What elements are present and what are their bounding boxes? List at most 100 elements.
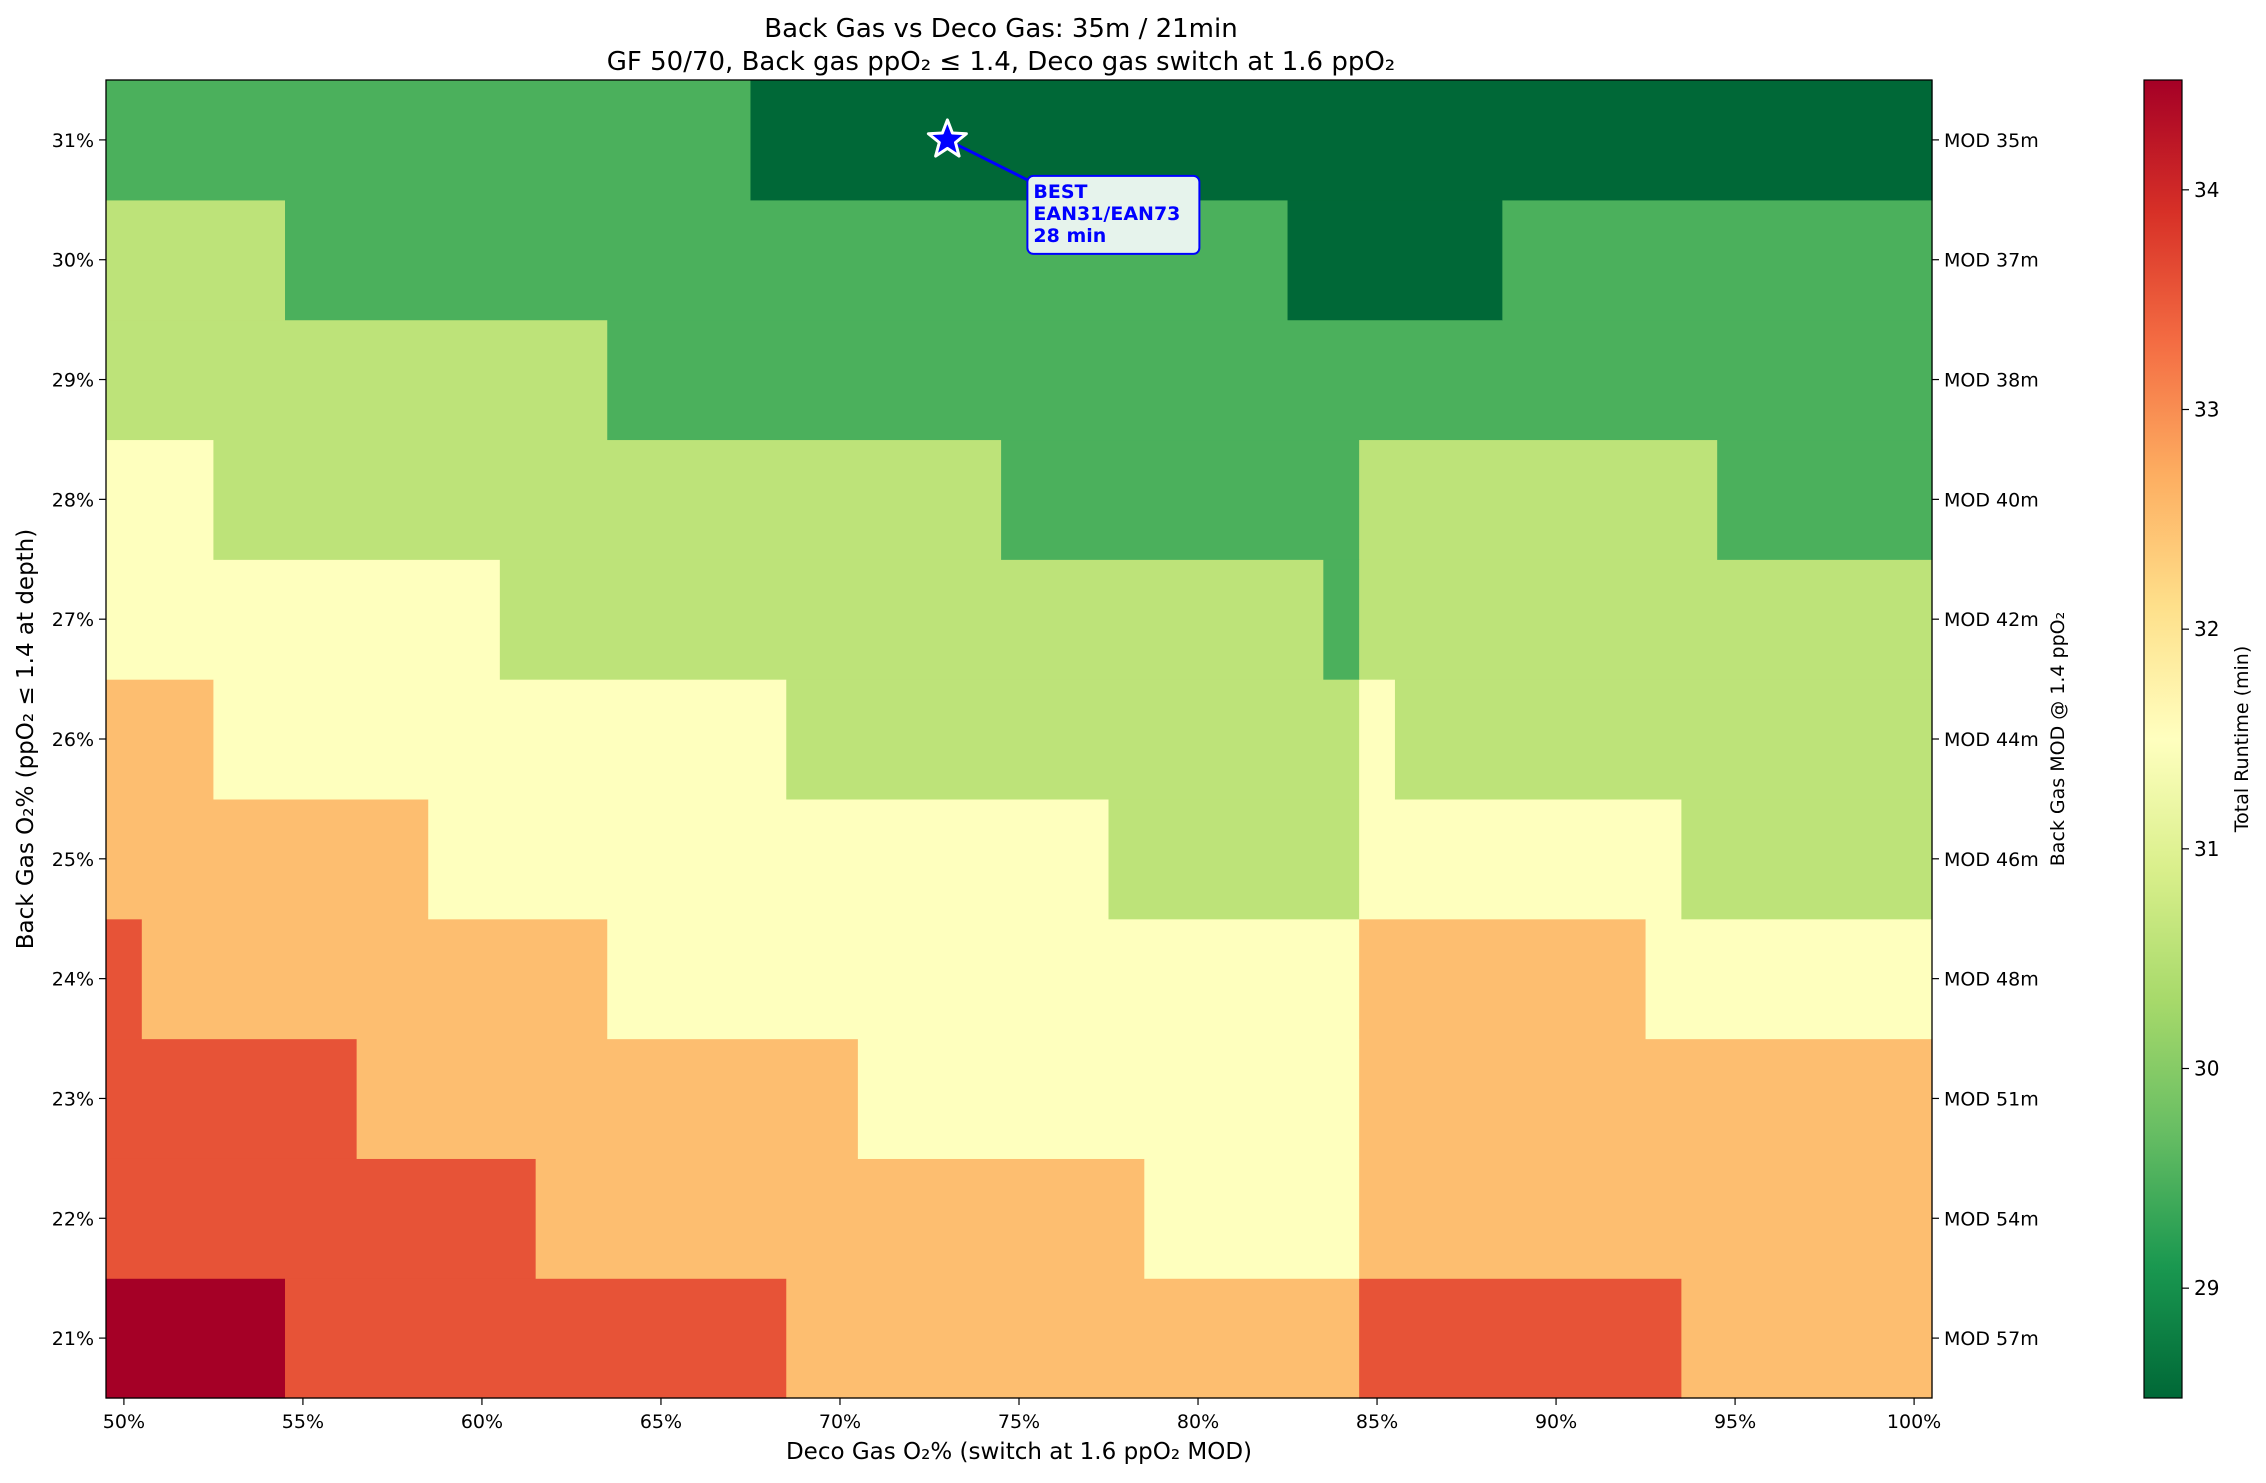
x-axis-label: Deco Gas O₂% (switch at 1.6 ppO₂ MOD) — [786, 1439, 1252, 1465]
colorbar — [2143, 79, 2183, 1399]
heatmap-cell-24-93-100 — [1645, 918, 1933, 1040]
x-tick-label: 55% — [282, 1411, 324, 1433]
x-tick-label: 90% — [1535, 1411, 1577, 1433]
heatmap-cell-24-85-92 — [1359, 918, 1647, 1040]
heatmap-cell-21-50-54 — [106, 1278, 286, 1399]
right-tick-label: MOD 51m — [1944, 1088, 2039, 1110]
right-tick-label: MOD 54m — [1944, 1208, 2039, 1230]
heatmap-cells — [106, 80, 1933, 1399]
heatmap-cell-22-85-100 — [1359, 1158, 1933, 1279]
heatmap-cell-31-68-100 — [750, 80, 1933, 201]
heatmap-cell-22-79-84 — [1144, 1158, 1360, 1279]
colorbar-tick-label: 29 — [2194, 1276, 2219, 1300]
right-tick-label: MOD 48m — [1944, 969, 2039, 991]
y-tick-label: 21% — [52, 1328, 94, 1350]
right-axis-label: Back Gas MOD @ 1.4 ppO₂ — [2047, 612, 2069, 866]
right-tick-label: MOD 40m — [1944, 489, 2039, 511]
heatmap-cell-23-71-84 — [857, 1038, 1360, 1159]
colorbar-tick-label: 34 — [2194, 178, 2219, 202]
x-tick-label: 100% — [1887, 1411, 1941, 1433]
colorbar-tick-label: 33 — [2194, 398, 2219, 422]
right-tick-label: MOD 57m — [1944, 1328, 2039, 1350]
y-tick-label: 28% — [52, 489, 94, 511]
colorbar-tick-label: 30 — [2194, 1057, 2219, 1081]
y-tick-label: 22% — [52, 1208, 94, 1230]
heatmap-cell-31-50-67 — [106, 80, 752, 201]
heatmap-cell-24-64-84 — [607, 918, 1360, 1040]
x-tick-label: 70% — [819, 1411, 861, 1433]
x-tick-label: 60% — [461, 1411, 503, 1433]
best-label-box — [1026, 174, 1201, 255]
y-axis-ticks: 21% 22% 23% 24% 25% 26% 27% 28% 29% 30% 31% — [52, 130, 106, 1350]
y-tick-label: 31% — [52, 130, 94, 152]
x-tick-label: 65% — [640, 1411, 682, 1433]
y-tick-label: 25% — [52, 849, 94, 871]
heatmap-cell-21-94-100 — [1681, 1278, 1933, 1399]
heatmap-cell-23-85-100 — [1359, 1038, 1933, 1159]
heatmap-cell-26-50-52 — [106, 679, 215, 800]
right-tick-label: MOD 44m — [1944, 729, 2039, 751]
right-tick-label: MOD 37m — [1944, 250, 2039, 272]
x-tick-label: 85% — [1356, 1411, 1398, 1433]
heatmap-cell-26-69-84 — [786, 679, 1360, 800]
heatmap-cell-29-50-63 — [106, 319, 608, 441]
best-label-line-2: EAN31/EAN73 — [1033, 203, 1180, 225]
heatmap-cell-27-50-60 — [106, 559, 501, 680]
heatmap-cell-21-85-93 — [1359, 1278, 1682, 1399]
y-axis-label: Back Gas O₂% (ppO₂ ≤ 1.4 at depth) — [13, 529, 39, 949]
heatmap-cell-29-64-100 — [607, 319, 1933, 441]
y-tick-label: 27% — [52, 609, 94, 631]
y-tick-label: 29% — [52, 370, 94, 392]
heatmap-cell-23-57-70 — [356, 1038, 859, 1159]
heatmap-cell-24-51-63 — [141, 918, 608, 1040]
x-tick-label: 80% — [1177, 1411, 1219, 1433]
heatmap-cell-26-53-68 — [213, 679, 787, 800]
heatmap-cell-25-50-58 — [106, 798, 429, 920]
best-label-line-1: BEST — [1033, 181, 1087, 203]
colorbar-tick-label: 32 — [2194, 617, 2219, 641]
heatmap-cell-25-85-93 — [1359, 798, 1682, 920]
best-arrow — [946, 138, 1033, 184]
heatmap-cell-26-86-100 — [1394, 679, 1933, 800]
heatmap-cell-26-85-85 — [1359, 679, 1396, 800]
heatmap-cell-28-75-84 — [1001, 439, 1360, 560]
x-axis-ticks: 50% 55% 60% 65% 70% 75% 80% 85% 90% 95% 100% — [103, 1398, 1941, 1433]
heatmap-cell-21-69-84 — [786, 1278, 1360, 1399]
heatmap-cell-28-85-94 — [1359, 439, 1718, 560]
x-tick-label: 95% — [1714, 1411, 1756, 1433]
heatmap-cell-30-50-54 — [106, 199, 286, 321]
colorbar-ticks: 29 30 31 32 33 34 — [2182, 178, 2219, 1300]
best-annotation: BEST EAN31/EAN73 28 min — [926, 118, 1201, 255]
y-tick-label: 23% — [52, 1088, 94, 1110]
heatmap-cell-21-55-68 — [285, 1278, 787, 1399]
colorbar-label: Total Runtime (min) — [2231, 646, 2253, 833]
right-tick-label: MOD 35m — [1944, 130, 2039, 152]
heatmap-cell-22-62-78 — [535, 1158, 1145, 1279]
heatmap-cell-28-50-52 — [106, 439, 215, 560]
heatmap-cell-30-83-88 — [1287, 199, 1503, 321]
right-tick-label: MOD 38m — [1944, 370, 2039, 392]
x-tick-label: 75% — [998, 1411, 1040, 1433]
heatmap-cell-28-95-100 — [1717, 439, 1933, 560]
heatmap-cell-27-85-100 — [1359, 559, 1933, 680]
heatmap-cell-27-61-83 — [499, 559, 1324, 680]
heatmap-cell-25-59-77 — [428, 798, 1110, 920]
heatmap-cell-22-50-61 — [106, 1158, 537, 1279]
best-label-line-3: 28 min — [1033, 225, 1106, 247]
right-axis-ticks: MOD 57m MOD 54m MOD 51m MOD 48m MOD 46m MOD 4… — [1932, 130, 2039, 1350]
y-tick-label: 30% — [52, 250, 94, 272]
heatmap-cell-25-78-84 — [1108, 798, 1360, 920]
heatmap-cell-27-84-84 — [1323, 559, 1360, 680]
heatmap-cell-24-50-50 — [106, 918, 143, 1040]
y-tick-label: 24% — [52, 969, 94, 991]
x-tick-label: 50% — [103, 1411, 145, 1433]
heatmap-cell-30-89-100 — [1502, 199, 1933, 321]
colorbar-tick-label: 31 — [2194, 837, 2219, 861]
best-star-icon — [926, 118, 968, 158]
right-tick-label: MOD 46m — [1944, 849, 2039, 871]
right-tick-label: MOD 42m — [1944, 609, 2039, 631]
heatmap-cell-25-94-100 — [1681, 798, 1933, 920]
y-tick-label: 26% — [52, 729, 94, 751]
chart-title: Back Gas vs Deco Gas: 35m / 21min — [764, 14, 1237, 44]
